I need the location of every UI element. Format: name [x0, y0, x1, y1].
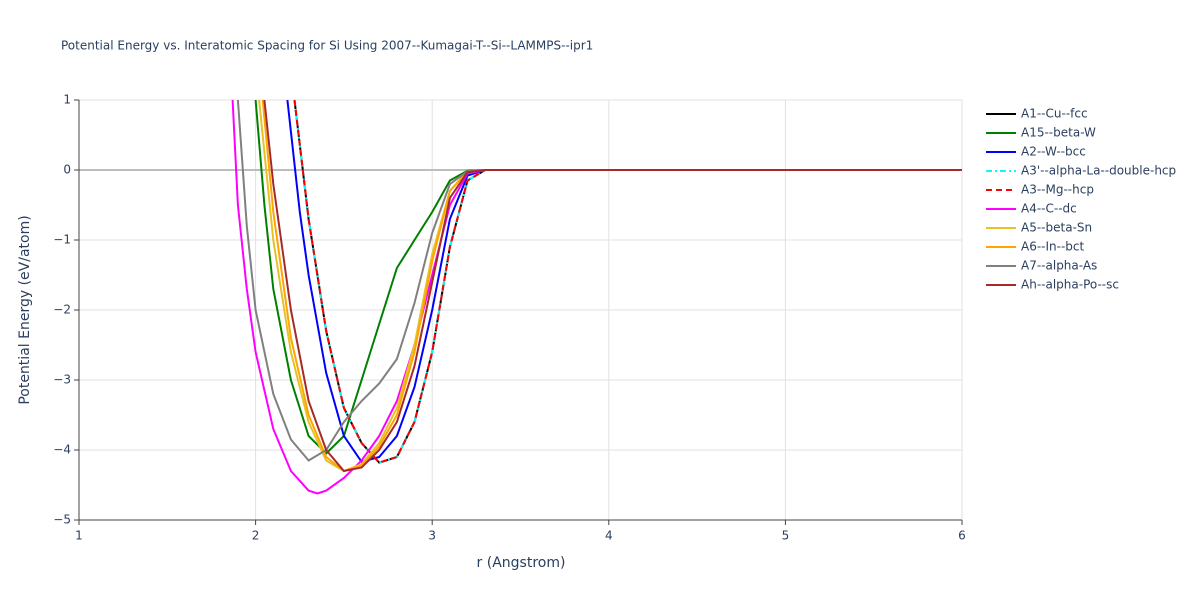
y-tick-label: −3 [53, 373, 71, 387]
x-axis-label: r (Angstrom) [477, 555, 566, 571]
legend-label: A3'--alpha-La--double-hcp [1021, 164, 1176, 178]
x-tick-label: 1 [75, 529, 83, 543]
x-tick-label: 3 [428, 529, 436, 543]
series-line [258, 100, 962, 473]
y-tick-label: 1 [63, 93, 71, 107]
series-line [263, 100, 962, 473]
series-line [231, 100, 962, 495]
series-line [286, 100, 962, 464]
series-line [293, 100, 962, 464]
x-tick-label: 6 [958, 529, 966, 543]
legend-label: A15--beta-W [1021, 126, 1096, 140]
y-tick-label: −1 [53, 233, 71, 247]
y-tick-label: −2 [53, 303, 71, 317]
series-line [261, 100, 962, 473]
legend-label: A4--C--dc [1021, 202, 1077, 216]
x-tick-label: 2 [252, 529, 260, 543]
y-axis-label: Potential Energy (eV/atom) [17, 215, 33, 404]
series-line [293, 100, 962, 464]
legend-label: A7--alpha-As [1021, 259, 1097, 273]
legend-label: A5--beta-Sn [1021, 221, 1092, 235]
legend-label: Ah--alpha-Po--sc [1021, 278, 1119, 292]
y-tick-label: −5 [53, 513, 71, 527]
chart-title: Potential Energy vs. Interatomic Spacing… [61, 39, 593, 53]
legend-label: A3--Mg--hcp [1021, 183, 1094, 197]
legend-label: A6--In--bct [1021, 240, 1085, 254]
legend-label: A2--W--bcc [1021, 145, 1086, 159]
x-tick-label: 5 [782, 529, 790, 543]
y-tick-label: −4 [53, 443, 71, 457]
plot-area [231, 100, 962, 495]
series-line [293, 100, 962, 464]
series-line [254, 100, 962, 455]
legend-label: A1--Cu--fcc [1021, 107, 1088, 121]
series-line [236, 100, 962, 462]
y-tick-label: 0 [63, 163, 71, 177]
x-tick-label: 4 [605, 529, 613, 543]
